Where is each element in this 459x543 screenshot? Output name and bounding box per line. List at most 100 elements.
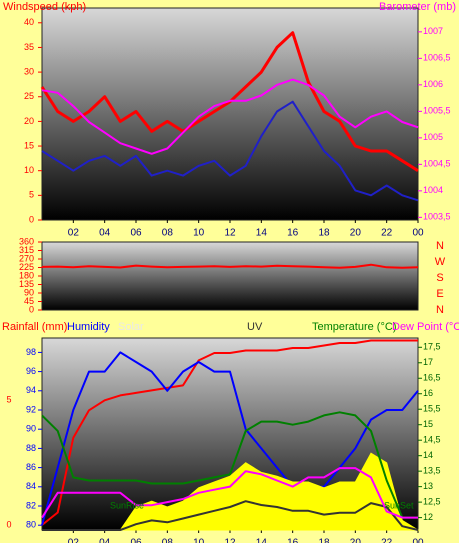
y-axis-title: Windspeed (kph)	[3, 1, 86, 13]
x-tick-label: 02	[68, 228, 80, 239]
y-tick-label: 1005	[423, 132, 443, 142]
y-tick-label: 1007	[423, 26, 443, 36]
y-tick-label: 15	[423, 419, 433, 429]
y-tick-label: 135	[19, 279, 34, 289]
series-line	[41, 263, 419, 269]
y-tick-label: 5	[6, 395, 11, 405]
x-tick-label: 12	[224, 228, 236, 239]
y-tick-label: 225	[19, 262, 34, 272]
y-tick-label: 94	[26, 385, 36, 395]
y-tick-label: 12,5	[423, 497, 441, 507]
x-tick-label: 22	[381, 538, 393, 543]
y-tick-label: 16,5	[423, 373, 441, 383]
y2-axis-title: Barometer (mb)	[379, 1, 456, 13]
y-tick-label: 98	[26, 347, 36, 357]
y-tick-label: 86	[26, 462, 36, 472]
y-tick-label: 14	[423, 450, 433, 460]
y-tick-label: 17,5	[423, 342, 441, 352]
y-tick-label: 13,5	[423, 466, 441, 476]
x-tick-label: 18	[318, 228, 330, 239]
y-tick-label: 82	[26, 500, 36, 510]
y-tick-label: 45	[24, 296, 34, 306]
x-tick-label: 08	[162, 228, 174, 239]
y-tick-label: 1003,5	[423, 212, 451, 222]
compass-label: N	[436, 240, 444, 252]
y-tick-label: 35	[24, 42, 34, 52]
legend-label: Solar	[118, 321, 144, 333]
series-line	[41, 351, 419, 526]
x-tick-label: 20	[350, 538, 362, 543]
y-tick-label: 15	[24, 140, 34, 150]
y-tick-label: 84	[26, 481, 36, 491]
compass-label: E	[436, 288, 443, 300]
y-tick-label: 12	[423, 512, 433, 522]
x-tick-label: 04	[99, 228, 111, 239]
legend-label: Dew Point (°C	[392, 321, 459, 333]
compass-label: N	[436, 304, 444, 316]
x-tick-label: 12	[224, 538, 236, 543]
y-tick-label: 5	[29, 190, 34, 200]
y-tick-label: 315	[19, 245, 34, 255]
legend-label: UV	[247, 321, 263, 333]
x-tick-label: 04	[99, 538, 111, 543]
y-tick-label: 0	[6, 519, 11, 529]
y-tick-label: 96	[26, 366, 36, 376]
x-tick-label: 00	[412, 538, 424, 543]
annotation: SunSet	[384, 500, 414, 510]
legend-label: Rainfall (mm)	[2, 321, 67, 333]
y-tick-label: 14,5	[423, 435, 441, 445]
y-tick-label: 80	[26, 520, 36, 530]
series-line	[41, 78, 419, 155]
x-tick-label: 06	[130, 228, 142, 239]
x-tick-label: 20	[350, 228, 362, 239]
x-tick-label: 08	[162, 538, 174, 543]
y-tick-label: 1004	[423, 185, 443, 195]
x-tick-label: 16	[287, 538, 299, 543]
compass-label: W	[435, 256, 446, 268]
series-line	[41, 411, 418, 519]
y-tick-label: 16	[423, 388, 433, 398]
series-line	[41, 339, 418, 526]
y-tick-label: 1004,5	[423, 159, 451, 169]
y-tick-label: 360	[19, 236, 34, 246]
x-tick-label: 00	[412, 228, 424, 239]
series-line	[41, 467, 418, 519]
x-tick-label: 16	[287, 228, 299, 239]
compass-label: S	[436, 272, 443, 284]
annotation: SunRise	[110, 500, 144, 510]
y-tick-label: 10	[24, 165, 34, 175]
y-tick-label: 180	[19, 270, 34, 280]
y-tick-label: 17	[423, 357, 433, 367]
x-tick-label: 02	[68, 538, 80, 543]
series-line	[42, 500, 419, 531]
legend-label: Humidity	[67, 321, 110, 333]
y-tick-label: 92	[26, 404, 36, 414]
plot-background	[41, 7, 419, 221]
plot-background	[41, 241, 419, 311]
y-tick-label: 30	[24, 66, 34, 76]
x-tick-label: 10	[193, 228, 205, 239]
x-tick-label: 06	[130, 538, 142, 543]
y-tick-label: 20	[24, 116, 34, 126]
y-tick-label: 270	[19, 253, 34, 263]
legend-label: Temperature (°C)	[312, 321, 396, 333]
y-tick-label: 40	[24, 17, 34, 27]
series-line	[41, 100, 419, 202]
y-tick-label: 88	[26, 443, 36, 453]
y-tick-label: 90	[26, 424, 36, 434]
x-tick-label: 22	[381, 228, 393, 239]
y-tick-label: 0	[29, 214, 34, 224]
y-tick-label: 25	[24, 91, 34, 101]
y-tick-label: 90	[24, 287, 34, 297]
y-tick-label: 13	[423, 481, 433, 491]
x-tick-label: 10	[193, 538, 205, 543]
y-tick-label: 15,5	[423, 404, 441, 414]
y-tick-label: 0	[29, 304, 34, 314]
y-tick-label: 1005,5	[423, 106, 451, 116]
y-tick-label: 1006	[423, 79, 443, 89]
x-tick-label: 14	[256, 538, 268, 543]
x-tick-label: 18	[318, 538, 330, 543]
y-tick-label: 1006,5	[423, 53, 451, 63]
x-tick-label: 14	[256, 228, 268, 239]
